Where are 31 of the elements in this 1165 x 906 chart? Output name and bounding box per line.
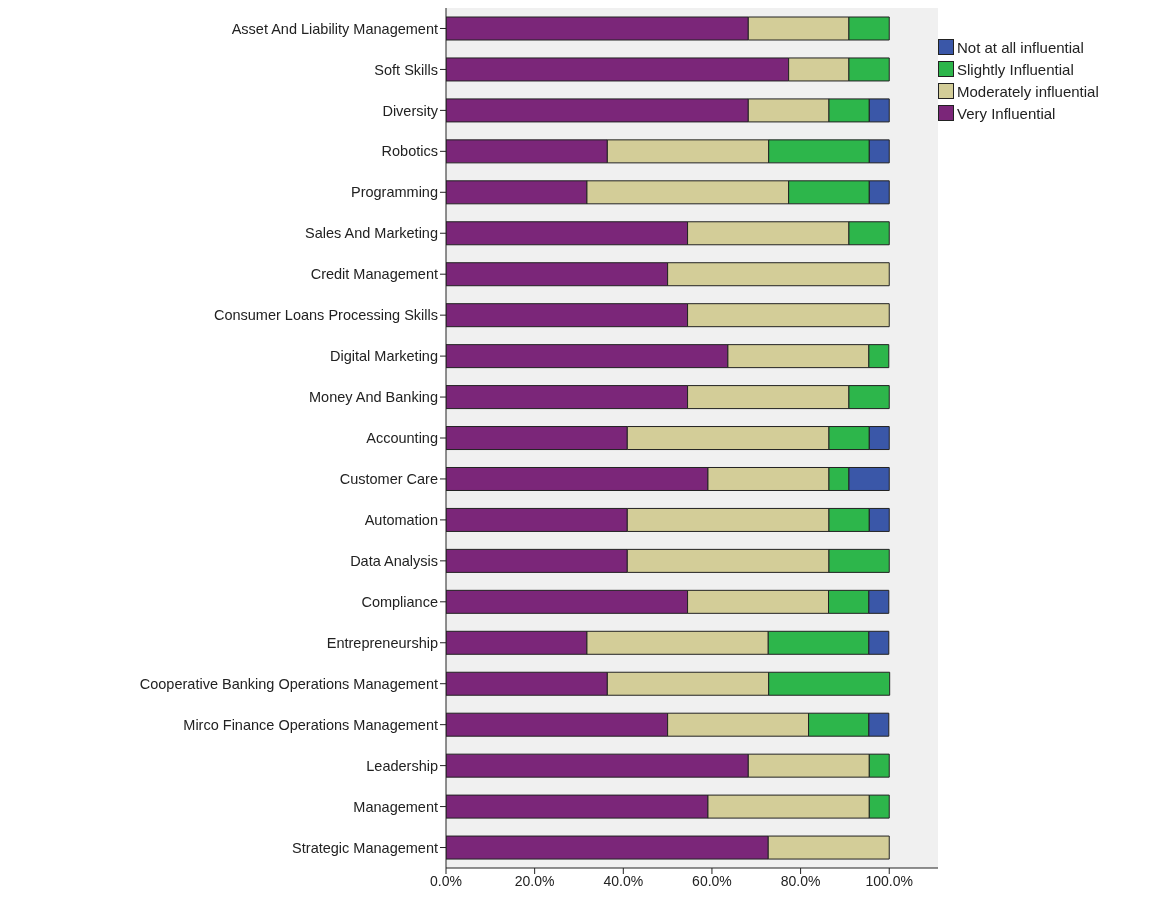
y-tick-label: Compliance <box>361 593 438 610</box>
y-tick-label: Robotics <box>381 143 438 160</box>
legend-label: Slightly Influential <box>957 60 1074 78</box>
legend-label: Moderately influential <box>957 82 1099 100</box>
y-tick-label: Entrepreneurship <box>326 634 438 651</box>
x-tick-label: 60.0% <box>692 872 732 889</box>
y-tick-label: Soft Skills <box>374 61 438 78</box>
y-tick-label: Diversity <box>382 102 439 119</box>
y-tick-label: Strategic Management <box>292 839 438 856</box>
y-tick-label: Cooperative Banking Operations Management <box>139 675 438 692</box>
y-tick-label: Automation <box>364 512 438 529</box>
x-tick-label: 40.0% <box>603 872 644 889</box>
legend-label: Very Influential <box>957 104 1056 122</box>
y-tick-label: Digital Marketing <box>330 348 438 365</box>
x-tick-label: 100.0% <box>865 872 913 889</box>
y-tick-label: Money And Banking <box>309 389 438 406</box>
y-tick-label: Sales And Marketing <box>305 225 438 242</box>
y-tick-label: Leadership <box>366 757 438 774</box>
y-tick-label: Accounting <box>366 430 438 447</box>
y-tick-label: Asset And Liability Management <box>231 20 438 37</box>
y-tick-label: Customer Care <box>339 471 438 488</box>
y-tick-label: Consumer Loans Processing Skills <box>213 307 438 324</box>
x-tick-label: 0.0% <box>430 872 462 889</box>
y-tick-label: Programming <box>350 184 438 201</box>
x-tick-label: 20.0% <box>514 872 555 889</box>
y-tick-label: Mirco Finance Operations Management <box>183 716 438 733</box>
y-tick-label: Management <box>353 798 438 815</box>
y-tick-label: Credit Management <box>310 266 438 283</box>
legend-label: Not at all influential <box>957 38 1084 56</box>
y-tick-label: Data Analysis <box>350 553 438 569</box>
x-tick-label: 80.0% <box>780 872 821 889</box>
